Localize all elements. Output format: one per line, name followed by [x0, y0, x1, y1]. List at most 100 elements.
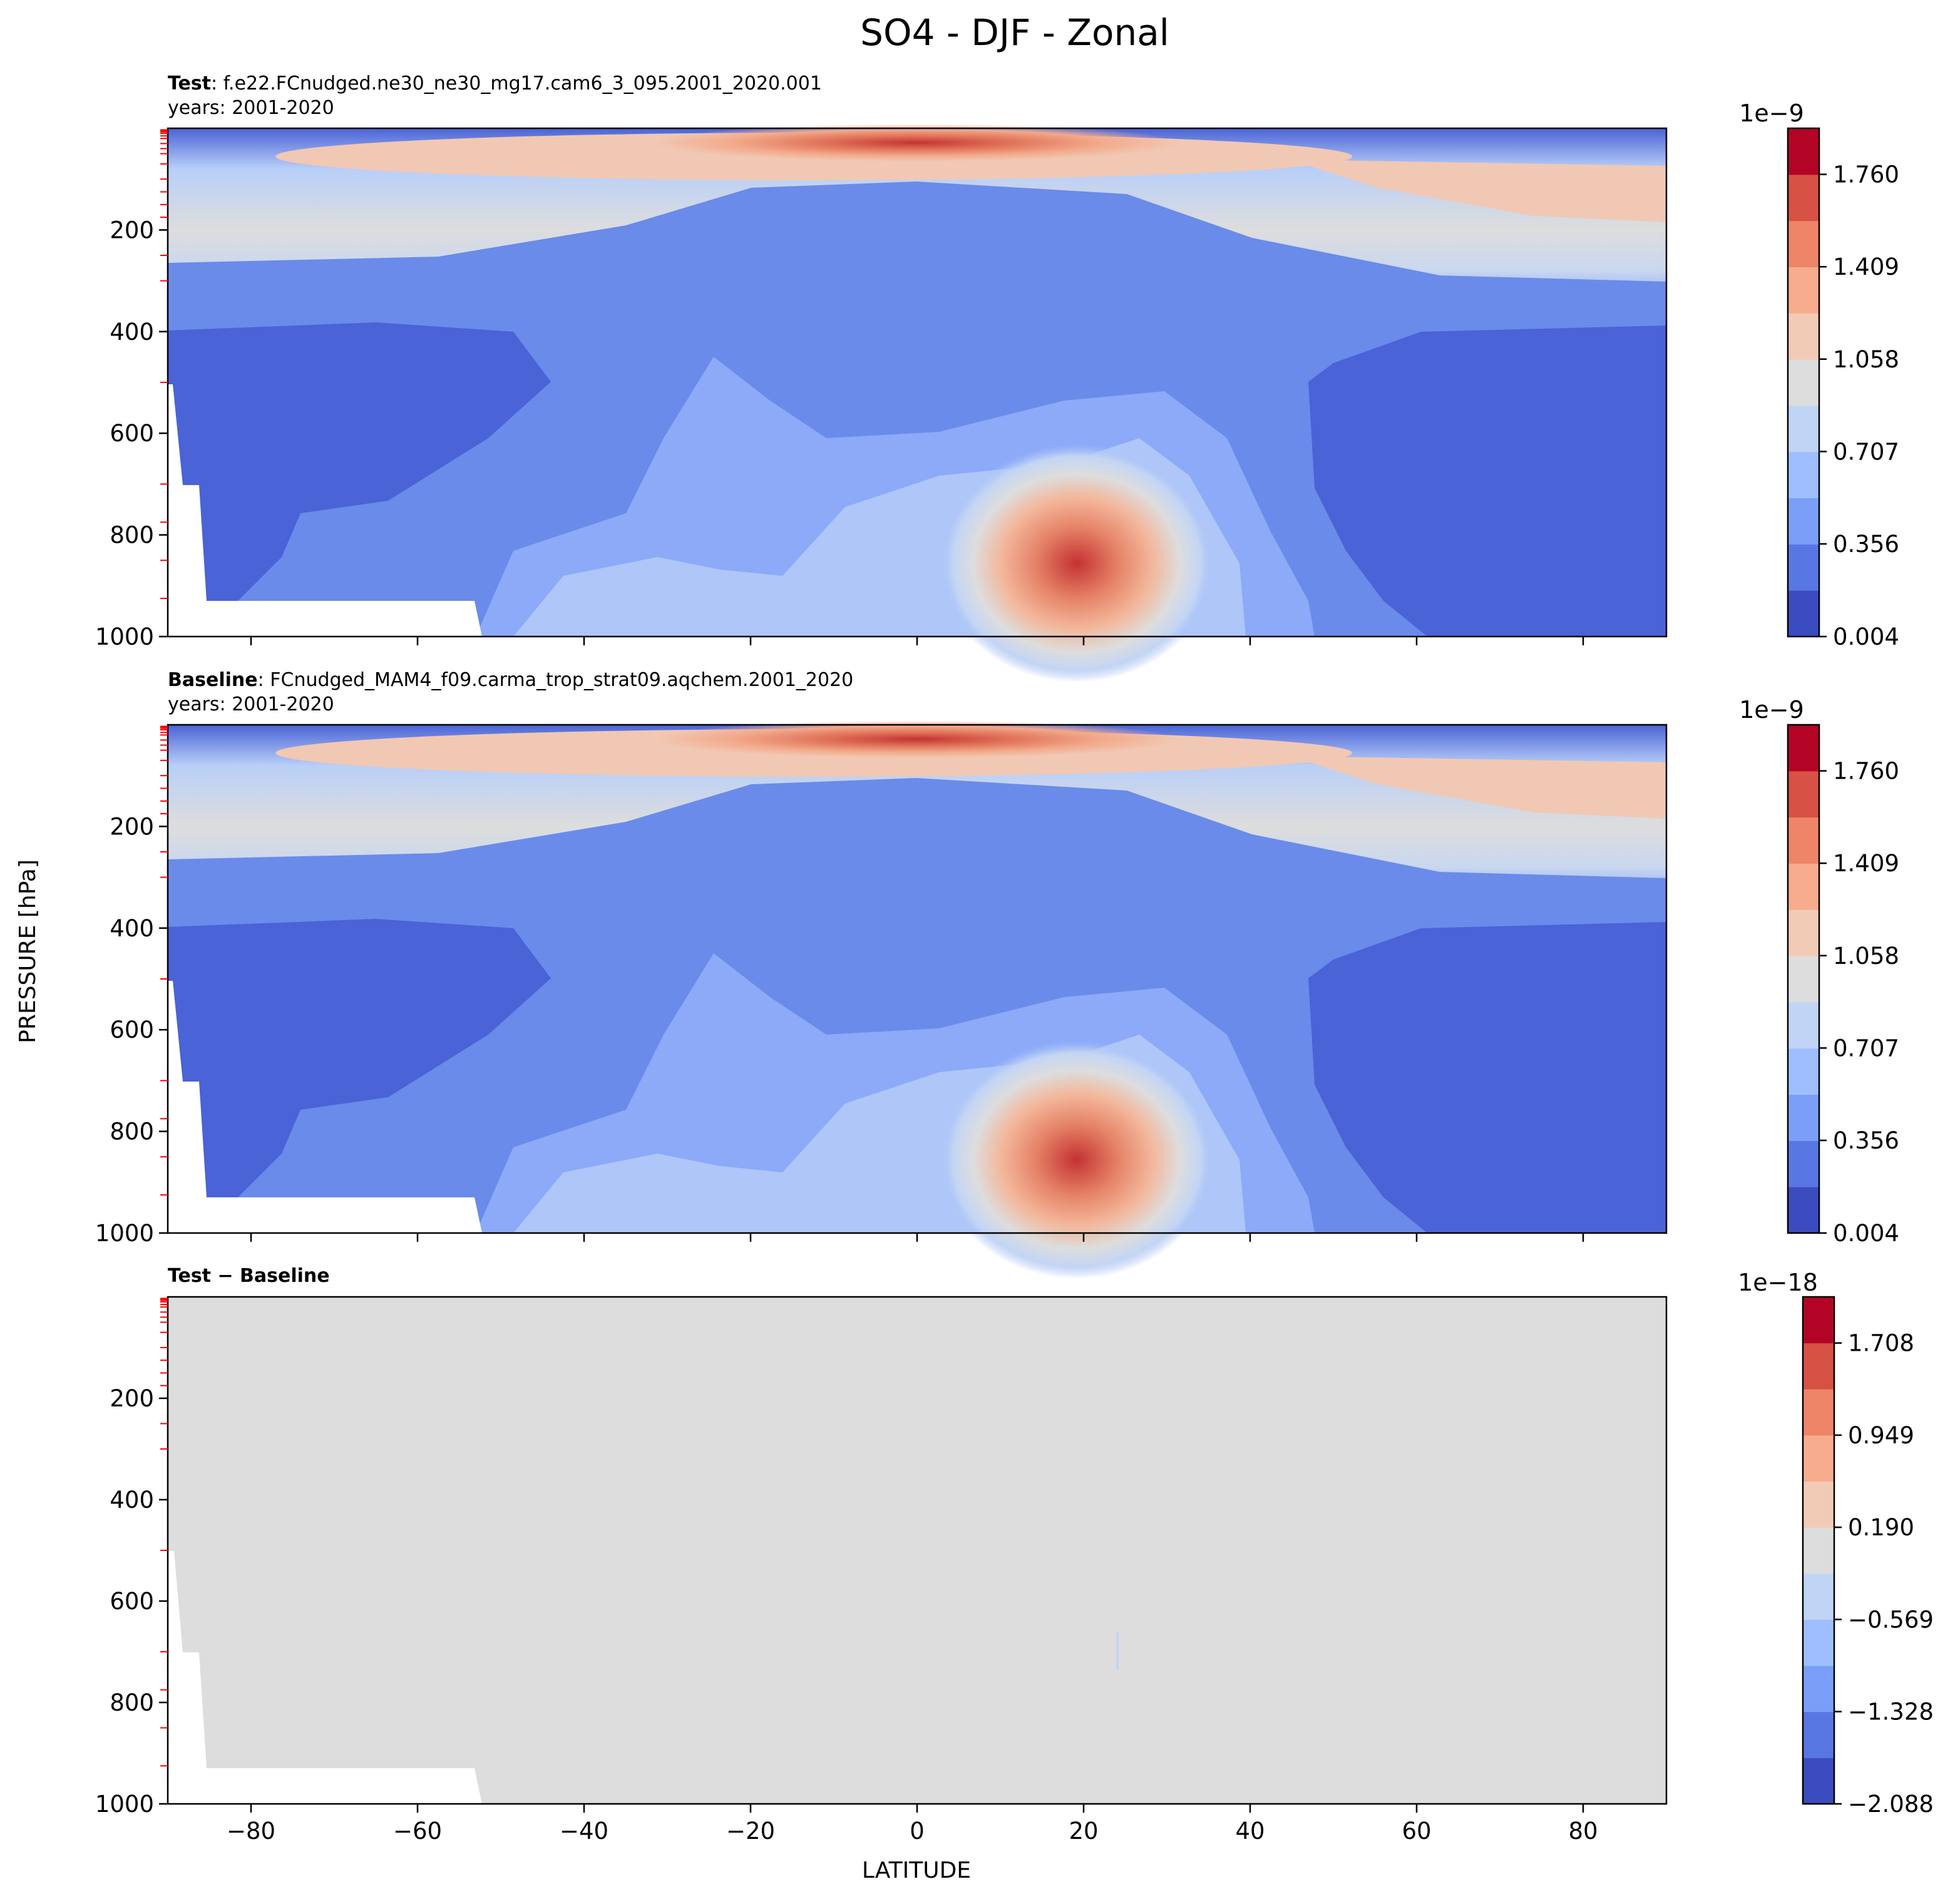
panel-baseline-label-bold: Baseline [168, 669, 258, 691]
colorbar-tick-label: 0.949 [1848, 1422, 1914, 1449]
y-tick-label: 400 [110, 319, 154, 346]
x-tick-label: 60 [1402, 1818, 1431, 1845]
y-tick-label: 600 [110, 1016, 154, 1043]
colorbar-tick-label: −2.088 [1848, 1791, 1934, 1818]
colorbar-segment [1803, 1758, 1834, 1804]
baseline-colorbar: 0.004 0.356 0.707 1.058 1.409 1.760 [1787, 724, 1899, 1247]
baseline-colorbar-exponent: 1e−9 [1739, 696, 1804, 724]
colorbar-segment [1803, 1573, 1834, 1620]
y-tick-label: 800 [110, 522, 154, 549]
colorbar-tick-label: 0.707 [1833, 438, 1899, 465]
baseline-field-trop-band [168, 778, 1666, 1233]
colorbar-tick-label: 0.190 [1848, 1514, 1914, 1541]
colorbar-segment [1788, 1140, 1819, 1187]
colorbar-tick-label: 1.409 [1833, 253, 1899, 280]
panel-difference-label: Test − Baseline [168, 1265, 330, 1287]
colorbar-segment [1788, 267, 1819, 314]
colorbar-tick-label: 0.356 [1833, 1127, 1899, 1154]
colorbar-tick-label: 1.058 [1833, 346, 1899, 373]
difference-y-ticks: 200 400 600 800 1000 [95, 1385, 168, 1818]
difference-colorbar: −2.088 −1.328 −0.569 0.190 0.949 1.708 [1802, 1296, 1934, 1818]
y-tick-label: 200 [110, 217, 154, 243]
baseline-field-north-polar-low [1308, 922, 1666, 1233]
panel-baseline-label-text: : FCnudged_MAM4_f09.carma_trop_strat09.a… [258, 669, 854, 691]
colorbar-segment [1788, 405, 1819, 453]
colorbar-tick-label: 0.004 [1833, 1220, 1899, 1247]
baseline-field-lower-maximum [939, 1041, 1214, 1279]
y-tick-label: 200 [110, 1385, 154, 1412]
panel-baseline-years: years: 2001-2020 [168, 694, 334, 715]
difference-contour-field [168, 1297, 1666, 1804]
colorbar-segment [1788, 544, 1819, 591]
difference-field-missing-region [168, 1551, 482, 1804]
x-tick-label: 40 [1235, 1818, 1265, 1845]
colorbar-segment [1788, 817, 1819, 864]
x-tick-label: 0 [910, 1818, 925, 1845]
colorbar-segment [1803, 1389, 1834, 1436]
colorbar-tick-label: 1.760 [1833, 758, 1899, 785]
baseline-field-upper-maximum [654, 720, 1179, 758]
colorbar-tick-label: 1.409 [1833, 850, 1899, 877]
colorbar-segment [1803, 1527, 1834, 1574]
x-tick-label: 20 [1069, 1818, 1098, 1845]
panel-baseline: Baseline: FCnudged_MAM4_f09.carma_trop_s… [95, 669, 1899, 1279]
x-tick-label: −80 [227, 1818, 275, 1845]
test-field-north-polar-low [1308, 325, 1666, 637]
baseline-field-north-upper-band [1290, 756, 1666, 819]
baseline-field-missing-region [168, 981, 482, 1233]
colorbar-tick-label: 1.760 [1833, 161, 1899, 188]
panel-test-label-text: : f.e22.FCnudged.ne30_ne30_mg17.cam6_3_0… [211, 73, 822, 95]
colorbar-segment [1788, 1094, 1819, 1141]
baseline-field-south-polar-low [168, 919, 551, 1233]
y-tick-label: 600 [110, 420, 154, 447]
colorbar-segment [1803, 1435, 1834, 1482]
colorbar-segment [1788, 909, 1819, 956]
test-colorbar: 0.004 0.356 0.707 1.058 1.409 1.760 [1787, 127, 1899, 650]
colorbar-tick-label: 0.004 [1833, 623, 1899, 650]
panel-test-years: years: 2001-2020 [168, 97, 334, 119]
colorbar-segment [1788, 498, 1819, 545]
colorbar-segment [1803, 1711, 1834, 1758]
baseline-y-ticks: 200 400 600 800 1000 [95, 813, 168, 1247]
test-y-ticks: 200 400 600 800 1000 [95, 217, 168, 650]
panel-test: Test: f.e22.FCnudged.ne30_ne30_mg17.cam6… [95, 73, 1899, 682]
baseline-contour-field [168, 720, 1666, 1279]
colorbar-frame [1787, 127, 1820, 638]
test-field-trop-band [168, 182, 1666, 637]
y-axis-label: PRESSURE [hPa] [15, 859, 41, 1043]
colorbar-segment [1803, 1619, 1834, 1666]
test-field-upper-maximum [654, 124, 1179, 161]
y-tick-label: 400 [110, 1487, 154, 1513]
colorbar-segment [1803, 1343, 1834, 1390]
x-tick-label: −40 [560, 1818, 608, 1845]
panel-test-label-bold: Test [168, 73, 211, 95]
colorbar-segment [1788, 451, 1819, 499]
y-tick-label: 1000 [95, 623, 154, 650]
colorbar-segment [1788, 590, 1819, 637]
test-field-north-upper-band [1290, 160, 1666, 222]
panel-test-label: Test: f.e22.FCnudged.ne30_ne30_mg17.cam6… [168, 73, 822, 95]
y-tick-label: 1000 [95, 1791, 154, 1818]
colorbar-segment [1803, 1666, 1834, 1712]
y-tick-label: 800 [110, 1118, 154, 1145]
colorbar-frame [1787, 724, 1820, 1234]
colorbar-segment [1788, 1001, 1819, 1049]
colorbar-segment [1803, 1297, 1834, 1344]
test-colorbar-exponent: 1e−9 [1739, 100, 1804, 127]
colorbar-segment [1788, 174, 1819, 222]
colorbar-segment [1788, 956, 1819, 1003]
colorbar-tick-label: 0.707 [1833, 1035, 1899, 1062]
baseline-x-ticks [250, 1233, 1584, 1242]
colorbar-segment [1788, 220, 1819, 267]
test-field-lower-maximum [939, 444, 1214, 682]
y-tick-label: 400 [110, 915, 154, 942]
colorbar-segment [1788, 1048, 1819, 1095]
test-field-missing-region [168, 384, 482, 637]
colorbar-segment [1788, 770, 1819, 818]
test-x-ticks [250, 637, 1584, 645]
y-tick-label: 1000 [95, 1220, 154, 1247]
figure-title: SO4 - DJF - Zonal [860, 11, 1169, 54]
x-axis-label: LATITUDE [862, 1858, 971, 1883]
